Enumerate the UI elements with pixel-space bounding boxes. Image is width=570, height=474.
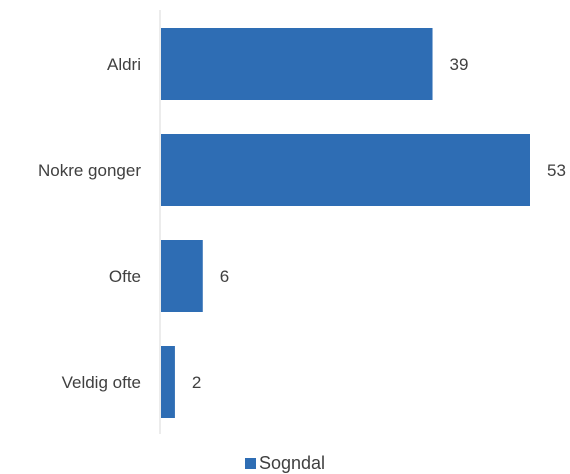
bar-2 (161, 240, 203, 312)
category-label-1: Nokre gonger (38, 161, 141, 180)
legend-label-sogndal: Sogndal (258, 453, 326, 473)
bar-0 (161, 28, 433, 100)
legend-swatch-sogndal (244, 458, 256, 469)
data-label-1: 53 (547, 161, 566, 180)
category-label-2: Ofte (109, 267, 141, 286)
category-label-3: Veldig ofte (62, 373, 141, 392)
bar-1 (161, 134, 530, 206)
data-label-3: 2 (192, 373, 201, 392)
data-label-0: 39 (450, 55, 469, 74)
category-label-0: Aldri (107, 55, 141, 74)
legend: Sogndal (0, 452, 570, 474)
data-label-2: 6 (220, 267, 229, 286)
bar-3 (161, 346, 175, 418)
